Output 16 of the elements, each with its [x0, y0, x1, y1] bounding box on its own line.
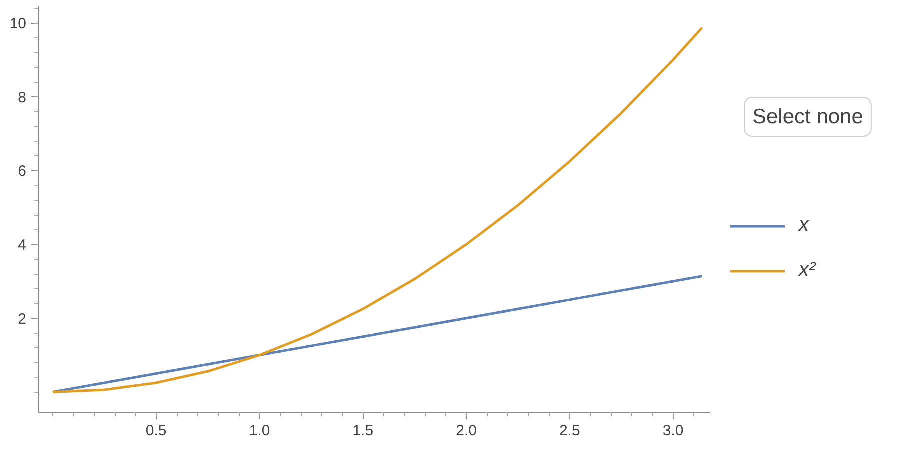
x-tick-label: 1.5: [352, 422, 374, 440]
x-tick-label: 2.0: [456, 422, 477, 440]
y-tick-label: 4: [18, 237, 26, 254]
y-tick-label: 10: [10, 16, 27, 33]
text: Select none: [752, 106, 864, 128]
y-tick-label: 2: [18, 310, 26, 328]
line-series: [52, 275, 704, 394]
y-tick-label: 8: [18, 89, 26, 106]
x-tick-label: 0.5: [146, 422, 167, 440]
x-tick-label: 1.0: [249, 422, 270, 440]
y-tick-label: 6: [18, 163, 26, 180]
legend-label: x²: [799, 259, 818, 282]
legend-label: x: [799, 214, 810, 237]
x-tick-label: 3.0: [662, 422, 684, 440]
line-series: [52, 26, 704, 394]
x-tick-label: 2.5: [559, 422, 580, 440]
